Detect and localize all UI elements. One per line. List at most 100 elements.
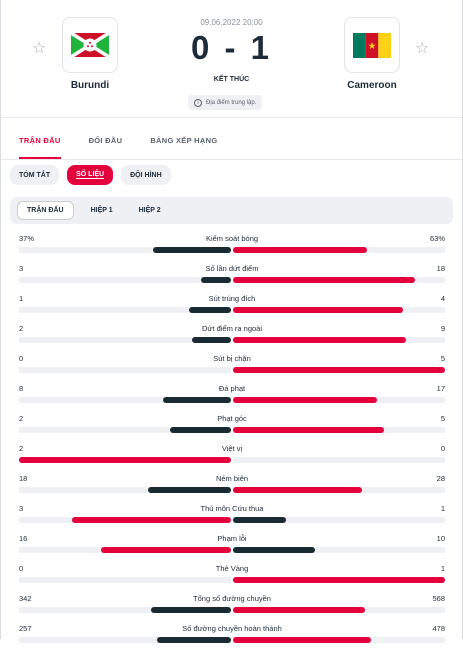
- tab-stats[interactable]: SỐ LIỆU: [67, 165, 114, 185]
- stat-row: 1 Sút trúng đích 4: [19, 294, 445, 324]
- stat-home-bar-fill: [188, 307, 231, 313]
- stat-home-bar: [19, 247, 231, 253]
- stats-list: 37% Kiểm soát bóng 63% 3 Số lần dứt điểm 18 1 S…: [19, 234, 445, 654]
- stat-home-bar: [19, 367, 231, 373]
- stat-away-bar: [233, 337, 445, 343]
- home-team-logo[interactable]: [62, 17, 118, 73]
- stat-away-bar-fill: [233, 607, 366, 613]
- stat-away-bar-fill: [233, 577, 445, 583]
- stat-home-bar: [19, 517, 231, 523]
- match-score: 0 - 1: [190, 29, 273, 66]
- stat-away-bar-fill: [233, 337, 407, 343]
- stat-away-bar: [233, 517, 445, 523]
- stat-away-value: 0: [440, 444, 445, 453]
- tab-standings[interactable]: BẢNG XẾP HẠNG: [150, 136, 218, 145]
- stat-name: Sút trúng đích: [208, 294, 256, 303]
- stat-away-bar-fill: [233, 427, 385, 433]
- tab-period-second-half[interactable]: HIỆP 2: [138, 207, 161, 214]
- stat-row: 0 Thẻ Vàng 1: [19, 564, 445, 594]
- stat-away-value: 28: [436, 474, 445, 483]
- tab-period-match[interactable]: TRẬN ĐẤU: [17, 201, 74, 220]
- divider: [1, 117, 462, 118]
- stat-away-bar-fill: [233, 487, 363, 493]
- stat-away-value: 1: [440, 564, 445, 573]
- favorite-away-star-icon[interactable]: ☆: [415, 40, 430, 57]
- tab-summary[interactable]: TÓM TẮT: [10, 165, 60, 185]
- stat-row: 257 Số đường chuyền hoàn thành 478: [19, 624, 445, 654]
- stat-home-bar: [19, 397, 231, 403]
- stat-away-bar: [233, 487, 445, 493]
- stat-home-value: 1: [19, 294, 24, 303]
- stat-away-bar-fill: [233, 517, 286, 523]
- stat-away-bar: [233, 577, 445, 583]
- stat-home-value: 37%: [19, 234, 35, 243]
- stat-away-bar: [233, 307, 445, 313]
- stat-name: Phạt góc: [217, 414, 247, 423]
- stat-away-bar-fill: [233, 277, 415, 283]
- stat-home-value: 8: [19, 384, 24, 393]
- stat-name: Sút bị chặn: [213, 354, 251, 363]
- away-team-logo[interactable]: [344, 17, 400, 73]
- tab-lineups[interactable]: ĐỘI HÌNH: [121, 165, 171, 185]
- home-team-name[interactable]: Burundi: [70, 80, 110, 91]
- stat-away-bar-fill: [233, 547, 315, 553]
- stat-home-value: 2: [19, 324, 24, 333]
- tab-period-first-half[interactable]: HIỆP 1: [90, 207, 113, 214]
- stat-away-value: 17: [436, 384, 445, 393]
- stat-away-bar: [233, 427, 445, 433]
- stat-name: Số đường chuyền hoàn thành: [182, 624, 282, 633]
- stat-away-bar: [233, 277, 445, 283]
- stat-home-bar: [19, 427, 231, 433]
- stat-home-value: 3: [19, 264, 24, 273]
- stat-away-value: 10: [436, 534, 445, 543]
- tab-head-to-head[interactable]: ĐỐI ĐẦU: [88, 136, 123, 145]
- stat-home-value: 3: [19, 504, 24, 513]
- stat-row: 3 Thủ môn Cứu thua 1: [19, 504, 445, 534]
- stat-home-bar: [19, 637, 231, 643]
- stat-home-value: 16: [19, 534, 28, 543]
- stat-home-value: 2: [19, 444, 24, 453]
- stat-away-bar: [233, 367, 445, 373]
- stat-home-bar-fill: [151, 607, 231, 613]
- stat-away-value: 478: [432, 624, 445, 633]
- stat-home-value: 18: [19, 474, 28, 483]
- away-team-name[interactable]: Cameroon: [347, 80, 397, 91]
- stat-row: 16 Phạm lỗi 10: [19, 534, 445, 564]
- tab-match[interactable]: TRẬN ĐẤU: [19, 130, 61, 160]
- stat-away-bar-fill: [233, 367, 445, 373]
- stat-name: Ném biên: [215, 474, 249, 483]
- sub-tabs: TÓM TẮT SỐ LIỆU ĐỘI HÌNH: [10, 165, 171, 185]
- stat-home-bar-fill: [19, 457, 231, 463]
- stat-home-bar: [19, 307, 231, 313]
- favorite-home-star-icon[interactable]: ☆: [32, 40, 47, 57]
- stat-name: Kiểm soát bóng: [205, 234, 259, 243]
- stat-away-value: 63%: [429, 234, 445, 243]
- stat-row: 8 Đá phạt 17: [19, 384, 445, 414]
- tab-summary-label: TÓM TẮT: [19, 171, 51, 179]
- tab-stats-label: SỐ LIỆU: [76, 171, 105, 179]
- main-tabs: TRẬN ĐẤU ĐỐI ĐẦU BẢNG XẾP HẠNG: [19, 130, 217, 160]
- stat-name: Dứt điểm ra ngoài: [201, 324, 263, 333]
- stat-away-value: 1: [440, 504, 445, 513]
- stat-row: 342 Tổng số đường chuyền 568: [19, 594, 445, 624]
- stat-name: Đá phạt: [218, 384, 246, 393]
- stat-name: Việt vị: [221, 444, 243, 453]
- stat-home-bar-fill: [200, 277, 231, 283]
- stat-home-bar: [19, 547, 231, 553]
- stat-away-bar: [233, 637, 445, 643]
- stat-home-bar-fill: [156, 637, 231, 643]
- match-date: 09.06.2022 20:00: [200, 18, 263, 27]
- stat-away-bar: [233, 457, 445, 463]
- stat-home-bar: [19, 487, 231, 493]
- tab-lineups-label: ĐỘI HÌNH: [130, 171, 162, 179]
- stat-away-bar: [233, 547, 445, 553]
- info-icon: i: [194, 98, 202, 107]
- venue-text: Địa điểm trung lập.: [206, 99, 257, 106]
- cameroon-flag-icon: [353, 32, 391, 58]
- stat-away-value: 18: [436, 264, 445, 273]
- match-status: KẾT THÚC: [213, 76, 250, 83]
- stat-name: Số lần dứt điểm: [205, 264, 259, 273]
- stat-home-bar-fill: [163, 397, 231, 403]
- stat-home-value: 2: [19, 414, 24, 423]
- stat-away-bar: [233, 607, 445, 613]
